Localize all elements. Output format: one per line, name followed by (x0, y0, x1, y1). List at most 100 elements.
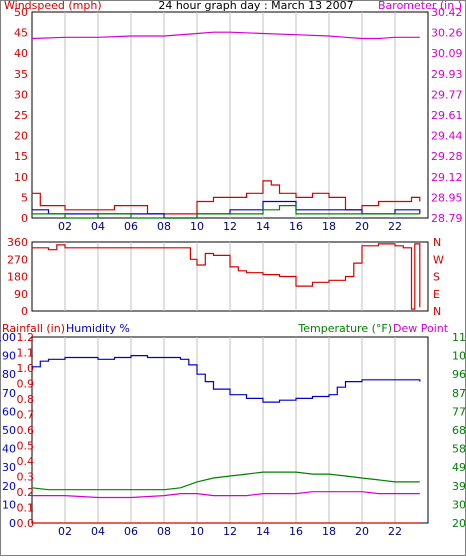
y-tick-label: 20 (14, 130, 28, 143)
x-tick-label: 08 (157, 220, 171, 233)
y-tick-label: 30 (14, 88, 28, 101)
y-tick-label: 10 (2, 498, 16, 511)
y-tick-label: 1.1 (17, 347, 35, 360)
y-tick-label: 20 (452, 517, 466, 530)
y-tick-label: 10 (14, 171, 28, 184)
y-tick-label: 106 (452, 350, 466, 363)
y-tick-label: 0.2 (17, 486, 35, 499)
y-tick-label: 70 (2, 387, 16, 400)
x-tick-label: 20 (355, 220, 369, 233)
y-tick-label: 50 (14, 6, 28, 19)
x-tick-label: 06 (124, 220, 138, 233)
y-tick-label: 39 (452, 480, 466, 493)
x-tick-label: 14 (256, 220, 270, 233)
right-axis-label: Barometer (in.) (378, 0, 462, 12)
series-line (31, 31, 420, 40)
x-tick-label: 20 (355, 525, 369, 538)
x-tick-label: 10 (190, 220, 204, 233)
y-tick-label: 50 (2, 424, 16, 437)
y-tick-label: 0 (21, 305, 28, 318)
y-tick-label: 45 (14, 27, 28, 40)
y-tick-label: 1.0 (17, 362, 35, 375)
y-tick-label: W (433, 253, 444, 266)
y-tick-label: 0.4 (17, 455, 35, 468)
y-tick-label: 40 (2, 443, 16, 456)
y-tick-label: 90 (2, 350, 16, 363)
rainfall-axis-label: Rainfall (in) (2, 322, 65, 335)
y-tick-label: 0 (9, 517, 16, 530)
y-tick-label: 0.5 (17, 440, 35, 453)
left-axis-label: Windspeed (mph) (4, 0, 102, 12)
humidity-axis-label: Humidity % (66, 322, 130, 335)
y-tick-label: 15 (14, 150, 28, 163)
x-tick-label: 06 (124, 525, 138, 538)
x-tick-label: 12 (223, 220, 237, 233)
x-tick-label: 16 (289, 220, 303, 233)
y-tick-label: 68 (452, 424, 466, 437)
temperature-axis-label: Temperature (°F) (297, 322, 392, 335)
y-tick-label: 25 (14, 109, 28, 122)
x-tick-label: 04 (91, 525, 105, 538)
y-tick-label: 115 (452, 331, 466, 344)
y-tick-label: 28.79 (431, 212, 463, 225)
y-tick-label: 29.61 (431, 109, 463, 122)
y-tick-label: N (433, 236, 441, 249)
y-tick-label: 35 (14, 68, 28, 81)
y-tick-label: 0.0 (17, 517, 35, 530)
y-tick-label: 29.44 (431, 130, 463, 143)
y-tick-label: 30.26 (431, 27, 463, 40)
y-tick-label: 180 (7, 271, 28, 284)
series-line (32, 243, 421, 310)
y-tick-label: 87 (452, 387, 466, 400)
x-tick-label: 14 (256, 525, 270, 538)
x-tick-label: 16 (289, 525, 303, 538)
y-tick-label: 5 (21, 191, 28, 204)
y-tick-label: 29.77 (431, 88, 463, 101)
y-tick-label: 29.12 (431, 171, 463, 184)
y-tick-label: 360 (7, 236, 28, 249)
series-line (31, 471, 420, 491)
y-tick-label: 80 (2, 368, 16, 381)
y-tick-label: E (433, 288, 440, 301)
y-tick-label: 1.2 (17, 331, 35, 344)
y-tick-label: 58 (452, 443, 466, 456)
y-tick-label: 100 (0, 331, 16, 344)
series-line (32, 205, 420, 219)
y-tick-label: 0.1 (17, 502, 35, 515)
y-tick-label: 0 (21, 212, 28, 225)
x-tick-label: 22 (388, 525, 402, 538)
x-tick-label: 08 (157, 525, 171, 538)
x-tick-label: 04 (91, 220, 105, 233)
y-tick-label: 20 (2, 480, 16, 493)
x-tick-label: 12 (223, 525, 237, 538)
y-tick-label: 90 (14, 288, 28, 301)
y-tick-label: 30 (2, 461, 16, 474)
y-tick-label: 29.28 (431, 150, 463, 163)
y-tick-label: 30 (452, 498, 466, 511)
y-tick-label: 0.7 (17, 409, 35, 422)
y-tick-label: N (433, 305, 441, 318)
y-tick-label: 270 (7, 253, 28, 266)
x-tick-label: 22 (388, 220, 402, 233)
y-tick-label: 40 (14, 47, 28, 60)
x-tick-label: 10 (190, 525, 204, 538)
dewpoint-label: Dew Point (393, 322, 449, 335)
y-tick-label: 28.95 (431, 191, 463, 204)
y-tick-label: 0.6 (17, 424, 35, 437)
y-tick-label: 0.3 (17, 471, 35, 484)
y-tick-label: 96 (452, 368, 466, 381)
series-line (32, 491, 420, 499)
x-tick-label: 02 (58, 525, 72, 538)
y-tick-label: S (433, 271, 440, 284)
y-tick-label: 77 (452, 405, 466, 418)
x-tick-label: 18 (322, 220, 336, 233)
chart-title: 24 hour graph day : March 13 2007 (158, 0, 353, 12)
x-tick-label: 02 (58, 220, 72, 233)
series-line (32, 355, 421, 403)
y-tick-label: 0.9 (17, 378, 35, 391)
y-tick-label: 30.09 (431, 47, 463, 60)
y-tick-label: 29.93 (431, 68, 463, 81)
y-tick-label: 60 (2, 405, 16, 418)
